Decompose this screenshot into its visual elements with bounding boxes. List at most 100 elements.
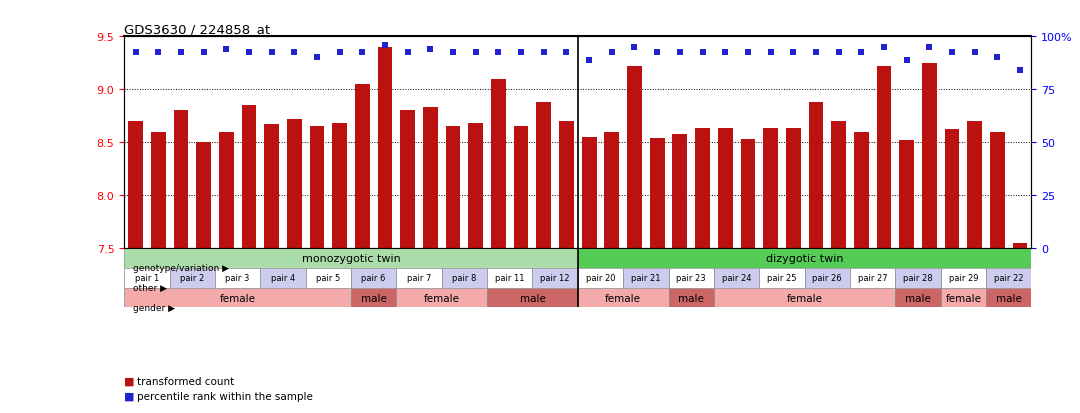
Bar — [174, 111, 188, 249]
Bar — [124, 249, 578, 268]
Point — [739, 50, 756, 56]
Text: pair 8: pair 8 — [453, 273, 476, 282]
Point — [717, 50, 734, 56]
Point — [217, 47, 235, 53]
Point — [376, 42, 393, 49]
Bar — [197, 143, 211, 249]
Bar — [945, 130, 959, 249]
Text: monozygotic twin: monozygotic twin — [301, 254, 401, 263]
Bar — [673, 134, 687, 249]
Text: ■: ■ — [124, 391, 135, 401]
Bar — [215, 268, 260, 288]
Point — [580, 57, 597, 64]
Bar — [396, 288, 487, 308]
Point — [399, 50, 416, 56]
Point — [445, 50, 462, 56]
Text: pair 7: pair 7 — [407, 273, 431, 282]
Text: male: male — [905, 293, 931, 303]
Bar — [895, 268, 941, 288]
Bar — [446, 127, 460, 249]
Bar — [877, 67, 891, 249]
Bar — [378, 48, 392, 249]
Point — [784, 50, 801, 56]
Point — [309, 55, 326, 62]
Text: female: female — [945, 293, 982, 303]
Bar — [805, 268, 850, 288]
Point — [966, 50, 983, 56]
Point — [625, 45, 643, 51]
Bar — [850, 268, 895, 288]
Bar — [532, 268, 578, 288]
Text: pair 23: pair 23 — [676, 273, 706, 282]
Bar — [922, 64, 936, 249]
Bar — [714, 288, 895, 308]
Bar — [124, 288, 351, 308]
Bar — [469, 124, 483, 249]
Text: pair 3: pair 3 — [226, 273, 249, 282]
Text: female: female — [219, 293, 256, 303]
Bar — [968, 122, 982, 249]
Bar — [623, 268, 669, 288]
Text: pair 11: pair 11 — [495, 273, 525, 282]
Bar — [487, 288, 578, 308]
Bar — [151, 132, 165, 249]
Bar — [491, 79, 505, 249]
Point — [897, 57, 915, 64]
Text: genotype/variation ▶: genotype/variation ▶ — [133, 264, 229, 273]
Bar — [306, 268, 351, 288]
Text: female: female — [423, 293, 460, 303]
Point — [489, 50, 508, 56]
Bar — [514, 127, 528, 249]
Point — [557, 50, 575, 56]
Bar — [854, 132, 868, 249]
Bar — [310, 127, 324, 249]
Bar — [423, 108, 437, 249]
Point — [875, 45, 892, 51]
Text: pair 5: pair 5 — [316, 273, 340, 282]
Point — [648, 50, 665, 56]
Point — [467, 50, 484, 56]
Text: percentile rank within the sample: percentile rank within the sample — [137, 391, 313, 401]
Bar — [578, 268, 623, 288]
Point — [852, 50, 869, 56]
Point — [761, 50, 779, 56]
Bar — [741, 140, 755, 249]
Text: ■: ■ — [124, 376, 135, 386]
Point — [194, 50, 212, 56]
Text: pair 25: pair 25 — [767, 273, 797, 282]
Point — [240, 50, 257, 56]
Text: pair 28: pair 28 — [903, 273, 933, 282]
Point — [512, 50, 529, 56]
Text: male: male — [678, 293, 704, 303]
Bar — [442, 268, 487, 288]
Bar — [260, 268, 306, 288]
Bar — [605, 132, 619, 249]
Bar — [627, 67, 642, 249]
Point — [330, 50, 348, 56]
Point — [920, 45, 937, 51]
Text: dizygotic twin: dizygotic twin — [766, 254, 843, 263]
Bar — [986, 268, 1031, 288]
Point — [285, 50, 302, 56]
Bar — [650, 139, 664, 249]
Bar — [1013, 243, 1027, 249]
Text: pair 6: pair 6 — [362, 273, 386, 282]
Point — [1011, 68, 1028, 74]
Text: male: male — [361, 293, 387, 303]
Bar — [809, 103, 823, 249]
Bar — [124, 268, 170, 288]
Point — [988, 55, 1005, 62]
Bar — [396, 268, 442, 288]
Bar — [578, 288, 669, 308]
Bar — [355, 85, 369, 249]
Bar — [759, 268, 805, 288]
Bar — [718, 129, 732, 249]
Point — [149, 50, 166, 56]
Bar — [941, 288, 986, 308]
Bar — [900, 141, 914, 249]
Bar — [351, 268, 396, 288]
Text: pair 21: pair 21 — [631, 273, 661, 282]
Text: pair 1: pair 1 — [135, 273, 159, 282]
Text: pair 26: pair 26 — [812, 273, 842, 282]
Text: female: female — [786, 293, 823, 303]
